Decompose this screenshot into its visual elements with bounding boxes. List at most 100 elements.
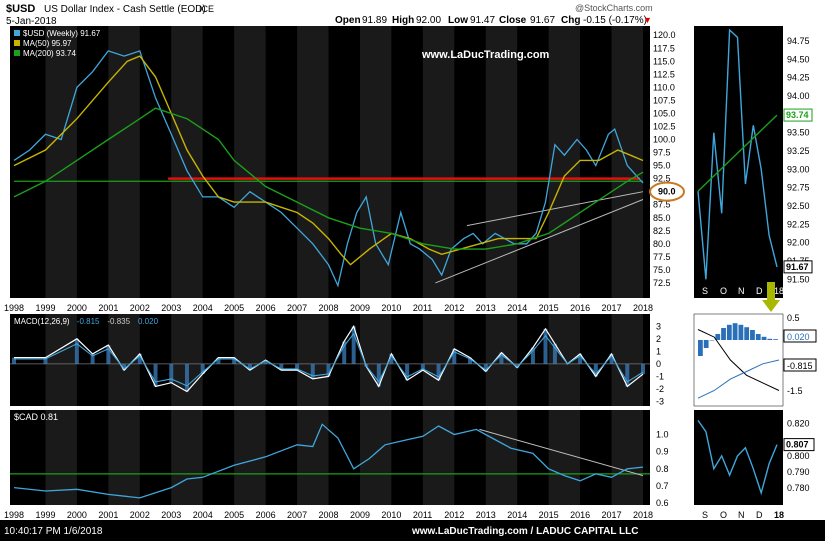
- cad-year-tick: 2015: [539, 510, 559, 520]
- cad-year-band: [297, 410, 329, 505]
- price-series-0: [13, 50, 644, 288]
- instrument-name: US Dollar Index - Cash Settle (EOD): [44, 4, 206, 15]
- year-tick: 2002: [130, 303, 150, 313]
- footer-bar: [0, 520, 825, 541]
- year-tick: 2008: [319, 303, 339, 313]
- cad-year-tick: 2016: [570, 510, 590, 520]
- macd-year-band: [234, 314, 266, 406]
- cad-zoom-x-tick: 18: [774, 510, 784, 520]
- zoom-x-tick: N: [738, 286, 745, 296]
- year-tick: 2010: [381, 303, 401, 313]
- cad-year-band: [108, 410, 140, 505]
- high-value: 92.00: [416, 15, 441, 26]
- price-y-tick: 97.5: [653, 148, 671, 158]
- level-circle-marker: [649, 181, 685, 202]
- cad-zoom-y-tick: 0.790: [787, 467, 810, 477]
- year-tick: 2015: [539, 303, 559, 313]
- price-year-band: [359, 26, 392, 298]
- macd-zoom-panel: 0.5 0.020 -0.815 -1.5: [693, 313, 817, 407]
- price-y-tick: 72.5: [653, 278, 671, 288]
- legend-entry: MA(200) 93.74: [23, 49, 76, 58]
- chg-down-arrow-icon: ▼: [643, 15, 652, 25]
- macd-legend: -0.835: [107, 317, 130, 326]
- cad-year-tick: 2004: [193, 510, 213, 520]
- macd-zoom-hist-bar: [721, 328, 726, 340]
- cad-year-tick: 2012: [444, 510, 464, 520]
- footer-credit: www.LaDucTrading.com / LADUC CAPITAL LLC: [411, 526, 639, 537]
- zoom-value-label: 91.67: [786, 262, 809, 272]
- zoom-x-tick: D: [756, 286, 763, 296]
- macd-zoom-hist-bar: [732, 323, 738, 340]
- macd-legend: 0.020: [138, 317, 159, 326]
- price-y-tick: 82.5: [653, 226, 671, 236]
- legend-swatch: [14, 50, 20, 56]
- high-label: High: [392, 15, 414, 26]
- cad-year-tick: 2014: [507, 510, 527, 520]
- stockcharts-watermark: @StockCharts.com: [575, 3, 653, 13]
- macd-year-band: [45, 314, 77, 406]
- cad-year-band: [611, 410, 643, 505]
- cad-zoom-value: 0.807: [786, 440, 809, 450]
- macd-signal: [14, 332, 644, 387]
- cad-year-tick: 2005: [224, 510, 244, 520]
- cad-zoom-value-box: [783, 438, 815, 452]
- chg-label: Chg: [561, 15, 580, 26]
- macd-y-tick: 0: [656, 359, 661, 369]
- zoom-price-bg: [694, 26, 783, 298]
- cad-year-band: [359, 410, 392, 505]
- cad-zoom-y-tick: 0.780: [787, 483, 810, 493]
- cad-year-tick: 2017: [602, 510, 622, 520]
- circled-level-label: 90.0: [658, 187, 676, 197]
- price-y-tick: 117.5: [653, 43, 675, 53]
- macd-zoom-hist-bar: [698, 340, 703, 356]
- year-tick: 1999: [35, 303, 55, 313]
- cad-zoom-y-tick: 0.820: [787, 419, 810, 429]
- exchange-label: ICE: [199, 4, 214, 14]
- chg-value: -0.15 (-0.17%): [583, 15, 647, 26]
- price-y-tick: 107.5: [653, 95, 676, 105]
- price-y-tick: 120.0: [653, 30, 676, 40]
- cad-title: $CAD 0.81: [14, 412, 58, 422]
- year-tick: 2007: [287, 303, 307, 313]
- price-y-tick: 110.0: [653, 82, 675, 92]
- cad-zoom-x-tick: N: [738, 510, 745, 520]
- year-tick: 2018: [633, 303, 653, 313]
- cad-year-tick: 2010: [381, 510, 401, 520]
- year-tick: 2005: [224, 303, 244, 313]
- legend-swatch: [14, 40, 20, 46]
- cad-y-tick: 0.9: [656, 447, 669, 457]
- price-y-tick: 75.0: [653, 265, 671, 275]
- cad-year-tick: 2006: [256, 510, 276, 520]
- price-y-tick: 102.5: [653, 121, 676, 131]
- low-label: Low: [448, 15, 468, 26]
- chart-panels: 72.5 75.0 77.5 80.0 82.5 85.0 87.5 90.0 92.5 95.0…: [4, 26, 817, 520]
- price-y-tick: 100.0: [653, 135, 676, 145]
- low-value: 91.47: [470, 15, 495, 26]
- cad-year-tick: 2018: [633, 510, 653, 520]
- cad-zoom-bg: [694, 410, 783, 505]
- cad-year-tick: 2002: [130, 510, 150, 520]
- cad-year-tick: 2001: [98, 510, 118, 520]
- price-year-band: [234, 26, 266, 298]
- cad-y-tick: 1.0: [656, 430, 669, 440]
- macd-y-tick: 2: [656, 334, 661, 344]
- macd-zoom-hist-bar: [755, 334, 761, 340]
- macd-zoom-value: -1.5: [787, 386, 803, 396]
- macd-year-band: [359, 314, 392, 406]
- cad-year-tick: 2008: [319, 510, 339, 520]
- macd-zoom-value-box: [783, 329, 817, 343]
- year-tick: 2004: [193, 303, 213, 313]
- price-panel: 72.5 75.0 77.5 80.0 82.5 85.0 87.5 90.0 92.5 95.0…: [4, 26, 685, 313]
- zoom-series-1: [697, 114, 778, 192]
- macd-zoom-hist-bar: [738, 324, 744, 340]
- price-watermark: www.LaDucTrading.com: [421, 49, 550, 61]
- macd-year-band: [611, 314, 643, 406]
- cad-year-tick: 2013: [476, 510, 496, 520]
- price-year-band: [422, 26, 455, 298]
- cad-year-tick: 1999: [35, 510, 55, 520]
- chart-date: 5-Jan-2018: [6, 16, 57, 27]
- price-y-tick: 80.0: [653, 239, 671, 249]
- macd-zoom-hist-bar: [703, 340, 709, 348]
